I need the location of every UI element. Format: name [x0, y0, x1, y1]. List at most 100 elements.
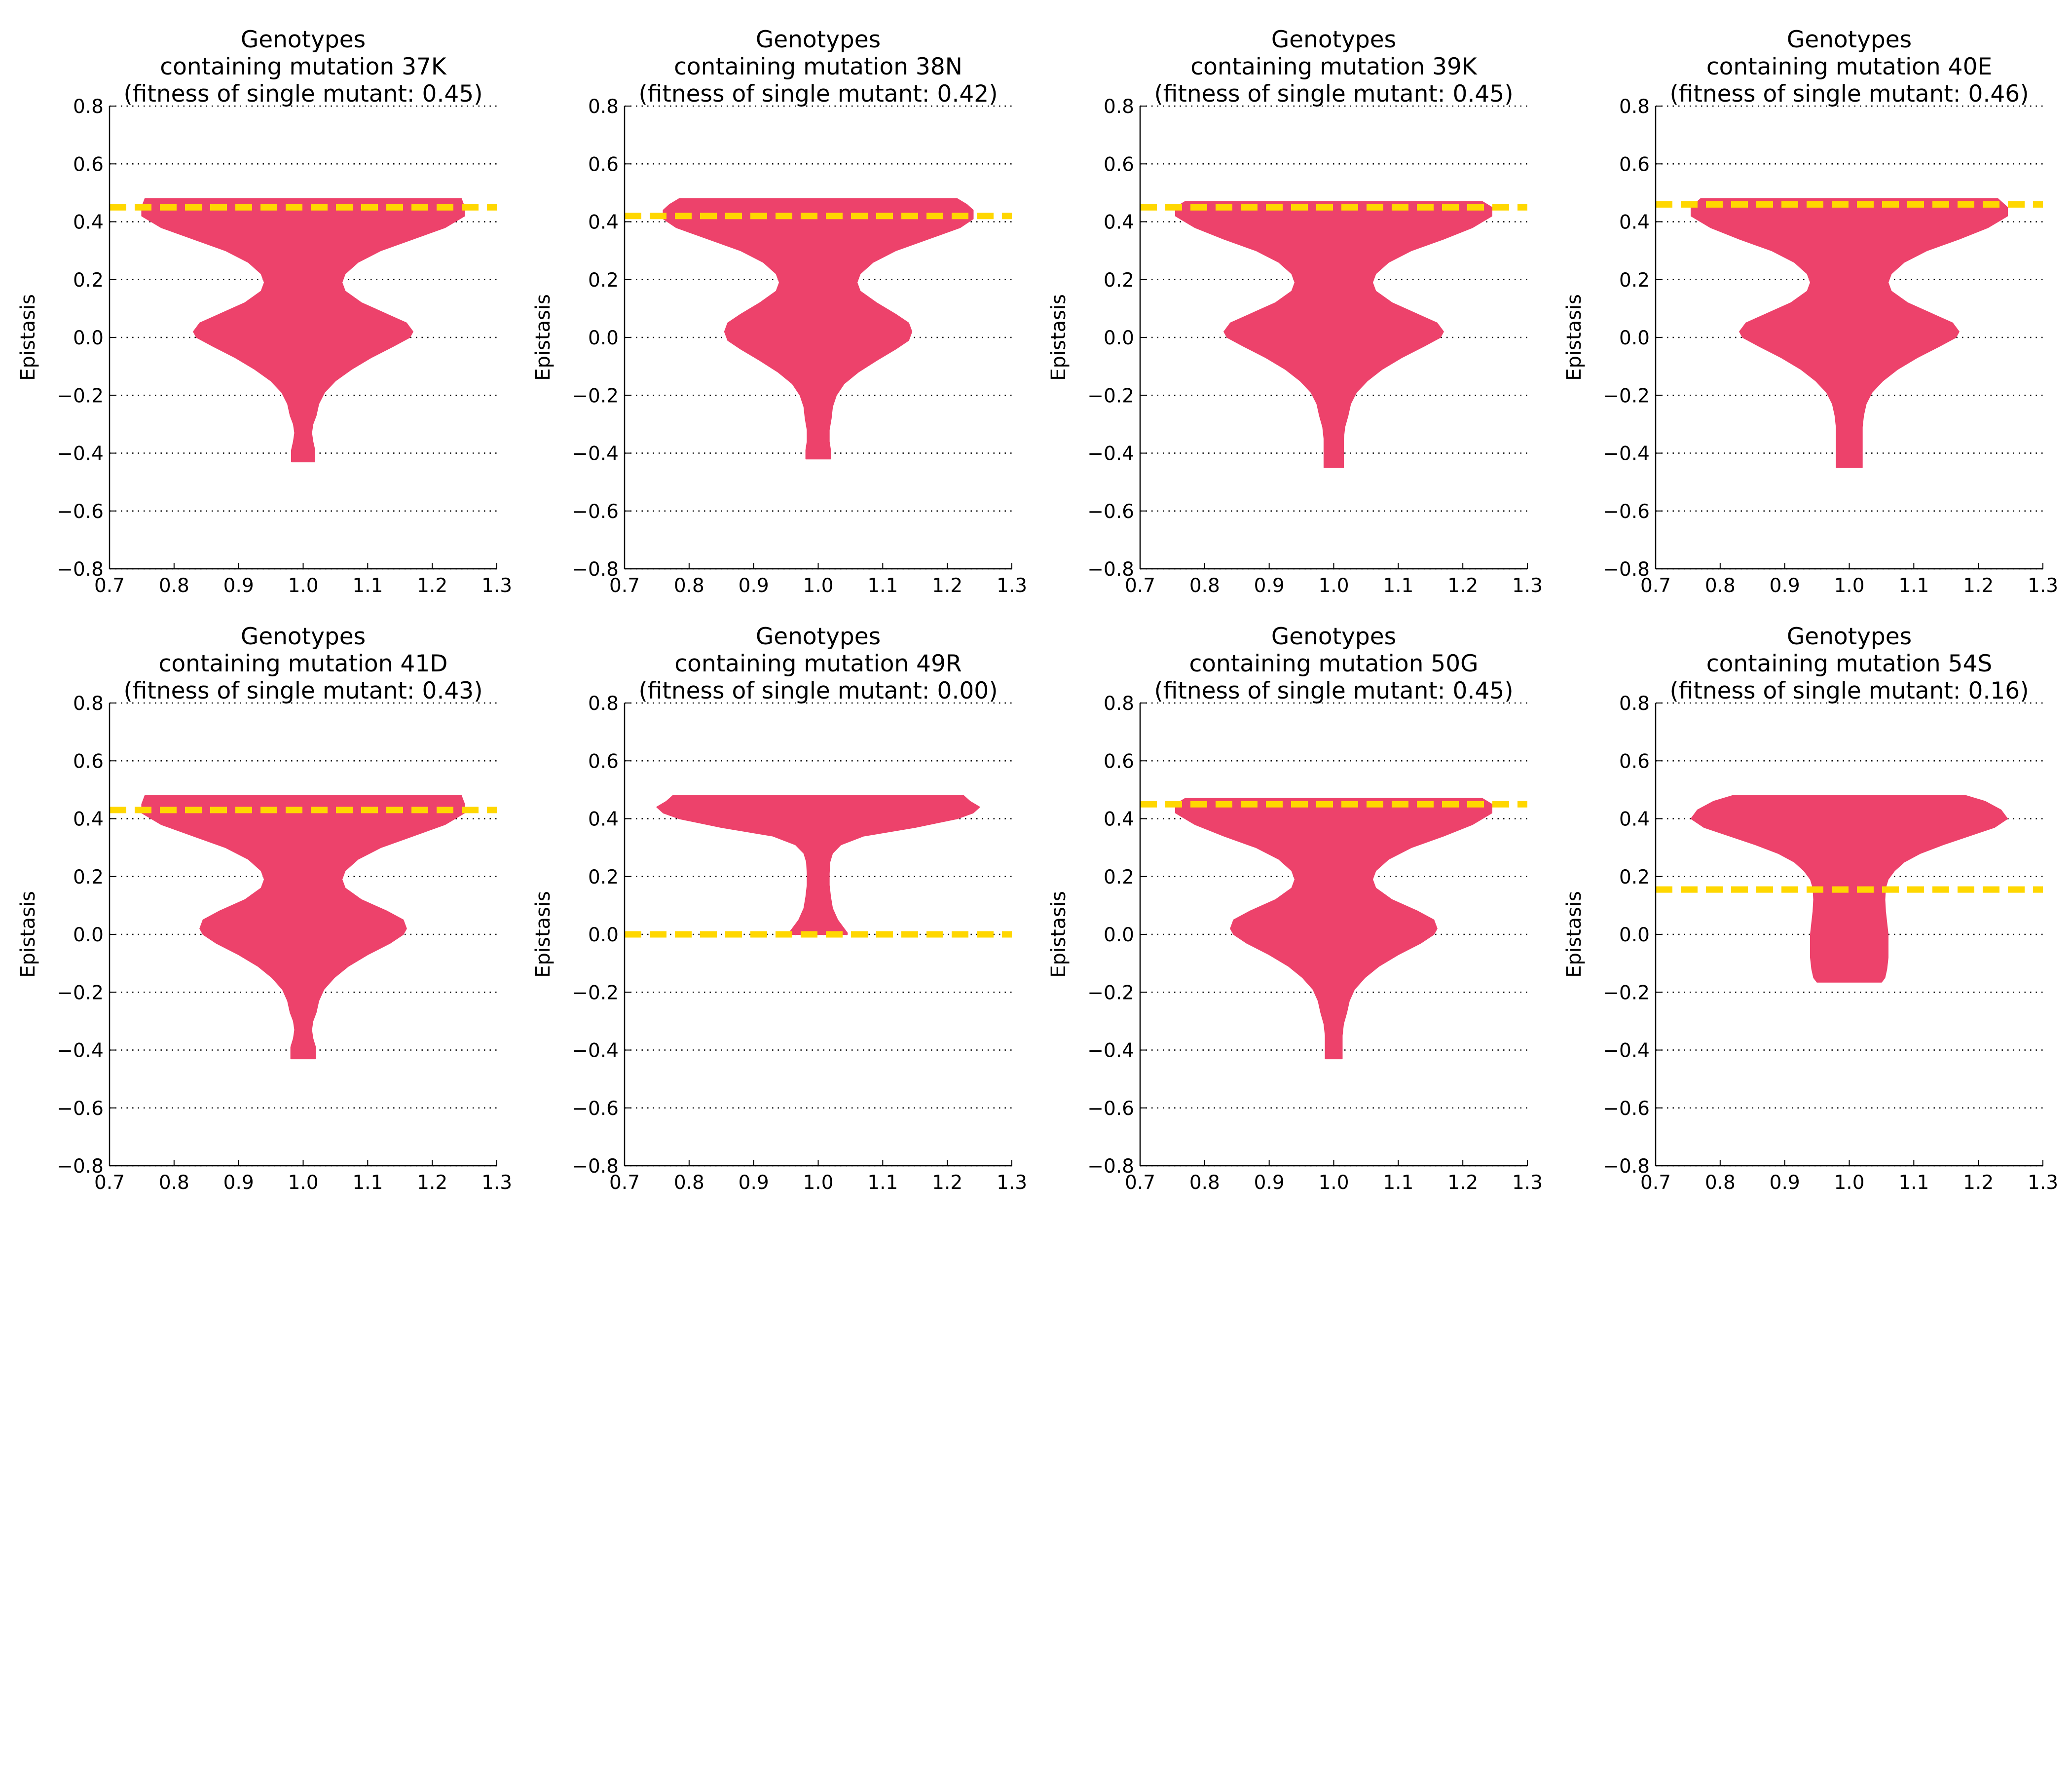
x-tick-label: 1.2 [1447, 575, 1478, 597]
x-tick-label: 1.1 [352, 1172, 383, 1194]
y-tick-label: −0.6 [1603, 501, 1650, 523]
y-axis-label: Epistasis [1563, 294, 1586, 381]
y-tick-label: 0.4 [1104, 809, 1134, 831]
x-tick-label: 1.2 [1963, 575, 1994, 597]
chart-title-line-2: containing mutation 54S [1706, 650, 1993, 677]
x-tick-label: 1.3 [2028, 1172, 2058, 1194]
y-tick-label: 0.6 [588, 153, 619, 176]
y-tick-label: 0.0 [588, 924, 619, 946]
y-tick-label: −0.2 [1603, 982, 1650, 1004]
x-tick-label: 0.8 [159, 575, 189, 597]
x-tick-label: 1.2 [932, 1172, 962, 1194]
y-tick-label: 0.6 [1104, 750, 1134, 773]
x-tick-label: 0.7 [1640, 575, 1671, 597]
y-tick-label: −0.2 [1087, 385, 1134, 407]
x-tick-label: 0.7 [609, 575, 640, 597]
y-axis-label: Epistasis [1563, 891, 1586, 978]
y-tick-label: 0.6 [73, 153, 104, 176]
y-tick-label: 0.8 [588, 693, 619, 715]
violin-body [141, 795, 465, 1060]
x-tick-label: 0.7 [1125, 1172, 1155, 1194]
y-tick-label: 0.8 [73, 96, 104, 118]
y-tick-label: −0.6 [572, 1098, 619, 1120]
y-tick-label: −0.4 [1087, 1040, 1134, 1062]
x-tick-label: 1.3 [1512, 575, 1543, 597]
y-tick-label: 0.8 [588, 96, 619, 118]
x-tick-label: 0.8 [159, 1172, 189, 1194]
violin-body [1175, 201, 1492, 468]
violin-body [141, 198, 465, 463]
y-tick-label: −0.2 [57, 982, 104, 1004]
y-tick-label: −0.6 [1603, 1098, 1650, 1120]
x-tick-label: 0.9 [1254, 575, 1285, 597]
x-tick-label: 1.2 [932, 575, 962, 597]
y-tick-label: −0.6 [57, 501, 104, 523]
chart-title-line-3: (fitness of single mutant: 0.45) [1154, 677, 1513, 704]
x-tick-label: 0.7 [609, 1172, 640, 1194]
chart-title-line-2: containing mutation 41D [159, 650, 448, 677]
chart-title-line-1: Genotypes [756, 623, 881, 650]
y-tick-label: −0.4 [572, 443, 619, 465]
violin-body [1691, 198, 2008, 468]
chart-title-line-2: containing mutation 49R [674, 650, 962, 677]
chart-title-line-2: containing mutation 40E [1706, 53, 1992, 80]
x-tick-label: 1.3 [2028, 575, 2058, 597]
y-tick-label: −0.2 [1603, 385, 1650, 407]
chart-title-line-3: (fitness of single mutant: 0.16) [1669, 677, 2029, 704]
chart-title-line-3: (fitness of single mutant: 0.46) [1669, 80, 2029, 108]
y-tick-label: 0.4 [588, 212, 619, 234]
x-tick-label: 1.1 [1383, 1172, 1413, 1194]
chart-title-line-1: Genotypes [241, 26, 366, 53]
y-tick-label: 0.8 [73, 693, 104, 715]
y-tick-label: 0.6 [1619, 153, 1650, 176]
chart-title-line-3: (fitness of single mutant: 0.45) [1154, 80, 1513, 108]
y-tick-label: −0.2 [572, 385, 619, 407]
y-axis-label: Epistasis [532, 891, 555, 978]
y-tick-label: 0.4 [1104, 212, 1134, 234]
x-tick-label: 0.8 [1189, 1172, 1220, 1194]
x-tick-label: 0.9 [1254, 1172, 1285, 1194]
violin-body [1691, 795, 2008, 983]
x-tick-label: 1.3 [481, 575, 512, 597]
chart-title-line-3: (fitness of single mutant: 0.00) [638, 677, 998, 704]
y-tick-label: −0.4 [572, 1040, 619, 1062]
x-tick-label: 1.0 [288, 575, 318, 597]
x-tick-label: 1.2 [417, 575, 447, 597]
x-tick-label: 1.0 [1834, 575, 1864, 597]
y-axis-label: Epistasis [17, 891, 39, 978]
x-tick-label: 0.9 [223, 575, 254, 597]
y-tick-label: −0.4 [1087, 443, 1134, 465]
y-tick-label: −0.8 [1087, 1155, 1134, 1178]
x-tick-label: 0.7 [94, 575, 125, 597]
chart-title-line-3: (fitness of single mutant: 0.42) [638, 80, 998, 108]
y-tick-label: 0.0 [73, 327, 104, 349]
y-tick-label: −0.2 [1087, 982, 1134, 1004]
y-tick-label: −0.6 [1087, 1098, 1134, 1120]
chart-title-line-3: (fitness of single mutant: 0.45) [123, 80, 482, 108]
y-tick-label: 0.2 [1619, 866, 1650, 888]
y-tick-label: 0.8 [1104, 96, 1134, 118]
x-tick-label: 0.9 [1770, 575, 1800, 597]
chart-title-line-1: Genotypes [1271, 26, 1396, 53]
x-tick-label: 0.8 [1705, 575, 1736, 597]
y-tick-label: −0.2 [57, 385, 104, 407]
chart-title-line-1: Genotypes [1787, 26, 1912, 53]
chart-title-line-3: (fitness of single mutant: 0.43) [123, 677, 482, 704]
x-tick-label: 1.0 [288, 1172, 318, 1194]
x-tick-label: 1.1 [352, 575, 383, 597]
x-tick-label: 0.7 [1125, 575, 1155, 597]
y-tick-label: −0.4 [1603, 1040, 1650, 1062]
x-tick-label: 1.0 [1834, 1172, 1864, 1194]
y-tick-label: 0.2 [1104, 269, 1134, 292]
y-tick-label: 0.6 [1104, 153, 1134, 176]
x-tick-label: 1.0 [803, 1172, 833, 1194]
y-tick-label: 0.6 [588, 750, 619, 773]
y-axis-label: Epistasis [1047, 891, 1070, 978]
x-tick-label: 1.3 [997, 575, 1027, 597]
